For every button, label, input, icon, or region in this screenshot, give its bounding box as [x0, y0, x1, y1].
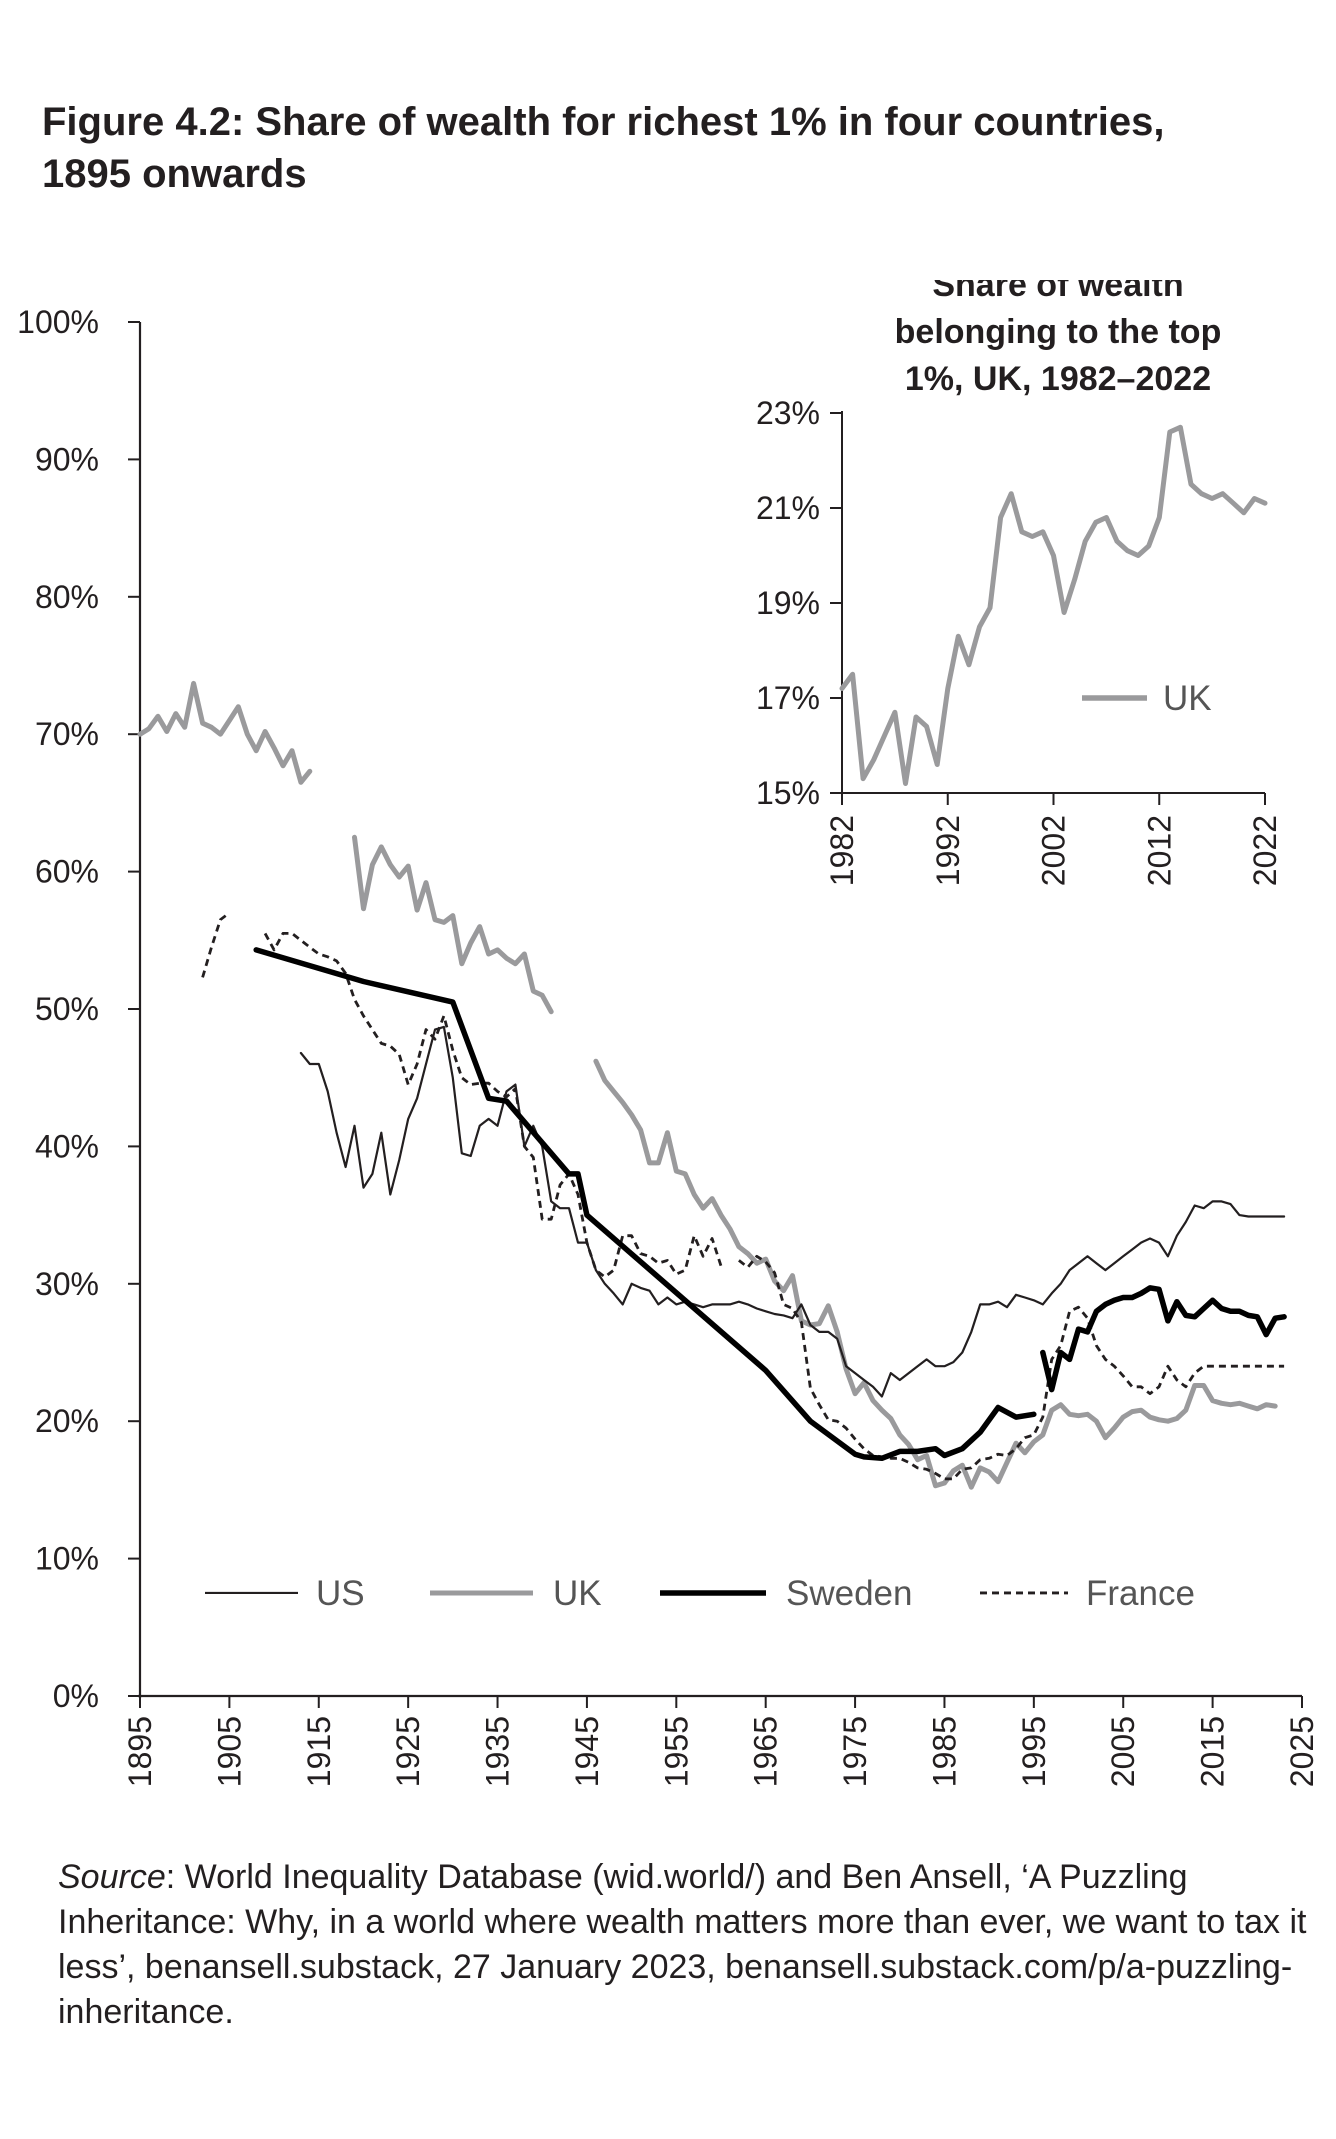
inset-y-tick-label: 23%	[756, 395, 820, 431]
y-tick-label: 30%	[35, 1266, 99, 1302]
x-tick-label: 1965	[748, 1716, 784, 1787]
y-tick-label: 20%	[35, 1403, 99, 1439]
uk-series-line	[593, 1058, 1278, 1490]
inset-title-line: 1%, UK, 1982–2022	[905, 360, 1211, 398]
x-tick-label: 1975	[837, 1716, 873, 1787]
x-tick-label: 1915	[301, 1716, 337, 1787]
legend-label-sweden: Sweden	[786, 1574, 912, 1613]
legend-label-us: US	[316, 1574, 365, 1613]
figure-title: Figure 4.2: Share of wealth for richest …	[42, 96, 1302, 200]
sweden-series-line	[1040, 1285, 1287, 1393]
inset-x-tick-label: 2002	[1036, 815, 1072, 886]
figure-title-line-2: 1895 onwards	[42, 152, 307, 196]
inset-y-tick-label: 21%	[756, 490, 820, 526]
x-tick-label: 2025	[1284, 1716, 1320, 1787]
y-tick-label: 80%	[35, 579, 99, 615]
source-text: : World Inequality Database (wid.world/)…	[58, 1858, 1307, 2031]
sweden-series-line	[253, 947, 1037, 1462]
inset-x-tick-label: 2012	[1141, 815, 1177, 886]
source-note: Source: World Inequality Database (wid.w…	[58, 1855, 1328, 2035]
wealth-share-chart: 0% 10% 20% 30% 40% 50% 60% 70% 80% 90% 100% 1895 190…	[17, 280, 1320, 1787]
uk-series-line	[137, 680, 313, 785]
france-series-line	[738, 1254, 1285, 1481]
y-tick-label: 40%	[35, 1128, 99, 1164]
inset-y-tick-label: 19%	[756, 585, 820, 621]
y-tick-label: 100%	[17, 304, 99, 340]
x-tick-label: 1995	[1016, 1716, 1052, 1787]
inset-title-line: Share of wealth	[932, 280, 1183, 304]
legend-label-france: France	[1086, 1574, 1195, 1613]
x-tick-label: 1925	[390, 1716, 426, 1787]
france-series-line	[201, 911, 231, 978]
inset-y-tick-label: 15%	[756, 775, 820, 811]
x-tick-label: 1895	[122, 1716, 158, 1787]
source-label: Source	[58, 1858, 166, 1896]
x-tick-label: 1905	[211, 1716, 247, 1787]
x-tick-label: 1935	[480, 1716, 516, 1787]
y-tick-label: 50%	[35, 991, 99, 1027]
figure-title-line-1: Figure 4.2: Share of wealth for richest …	[42, 100, 1165, 144]
inset-x-tick-label: 1992	[930, 815, 966, 886]
x-tick-label: 1985	[926, 1716, 962, 1787]
y-tick-label: 90%	[35, 441, 99, 477]
y-tick-label: 0%	[53, 1678, 99, 1714]
france-series-line	[263, 932, 723, 1279]
inset-x-tick-label: 1982	[824, 815, 860, 886]
uk-series-line	[352, 834, 554, 1015]
us-series-line	[299, 1025, 1286, 1398]
inset-title-line: belonging to the top	[895, 313, 1222, 351]
inset-uk-series-line	[839, 424, 1268, 786]
x-tick-label: 1955	[658, 1716, 694, 1787]
y-tick-label: 60%	[35, 854, 99, 890]
inset-y-tick-label: 17%	[756, 680, 820, 716]
legend-label-uk: UK	[553, 1574, 602, 1613]
y-tick-label: 70%	[35, 716, 99, 752]
x-tick-label: 2015	[1195, 1716, 1231, 1787]
x-tick-label: 2005	[1105, 1716, 1141, 1787]
inset-legend-label-uk: UK	[1163, 679, 1212, 718]
inset-x-tick-label: 2022	[1247, 815, 1283, 886]
y-tick-label: 10%	[35, 1541, 99, 1577]
x-tick-label: 1945	[569, 1716, 605, 1787]
